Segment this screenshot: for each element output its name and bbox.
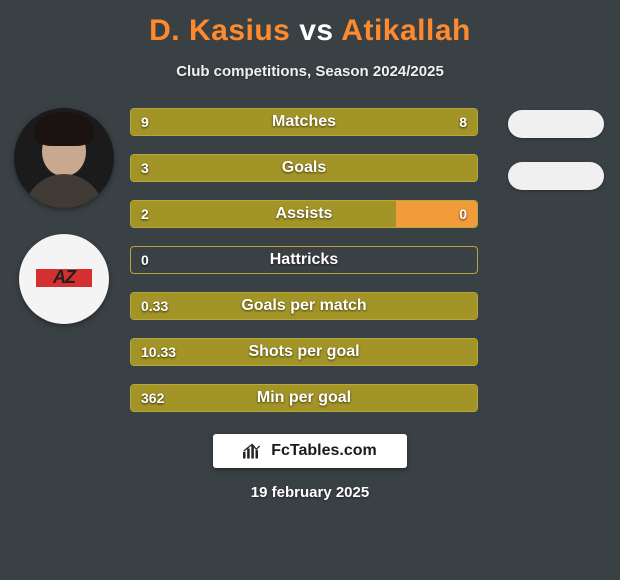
infographic-root: D. Kasius vs Atikallah Club competitions… — [0, 0, 620, 580]
metric-row: 20Assists — [130, 200, 478, 228]
main-row: AZ 98Matches 3Goals 20Assists 0Hattricks 0.3… — [4, 108, 616, 412]
left-column: AZ — [4, 108, 124, 324]
chart-icon — [243, 443, 263, 459]
right-column — [496, 108, 616, 214]
metric-left-fill — [131, 109, 314, 135]
subtitle: Club competitions, Season 2024/2025 — [176, 63, 444, 80]
metric-left-fill — [131, 339, 477, 365]
metric-left-fill — [131, 293, 477, 319]
source-link[interactable]: FcTables.com — [213, 434, 407, 468]
title-vs: vs — [290, 14, 341, 47]
opponent-badge-1 — [508, 110, 604, 138]
metric-right-fill — [314, 109, 477, 135]
az-logo-icon: AZ — [36, 259, 92, 299]
metric-left-fill — [131, 385, 477, 411]
metric-row: 0Hattricks — [130, 246, 478, 274]
metric-row: 98Matches — [130, 108, 478, 136]
player-left-name: D. Kasius — [149, 14, 290, 47]
metric-row: 10.33Shots per goal — [130, 338, 478, 366]
date-text: 19 february 2025 — [251, 484, 369, 501]
title: D. Kasius vs Atikallah — [149, 14, 471, 47]
player-photo — [14, 108, 114, 208]
source-text: FcTables.com — [271, 442, 377, 460]
club-badge: AZ — [19, 234, 109, 324]
metric-left-fill — [131, 155, 477, 181]
metric-row: 3Goals — [130, 154, 478, 182]
metric-row: 362Min per goal — [130, 384, 478, 412]
player-right-name: Atikallah — [341, 14, 471, 47]
metric-row: 0.33Goals per match — [130, 292, 478, 320]
metric-label: Hattricks — [131, 247, 477, 273]
metric-right-fill — [396, 201, 477, 227]
opponent-badge-2 — [508, 162, 604, 190]
metrics-column: 98Matches 3Goals 20Assists 0Hattricks 0.33Go… — [130, 108, 490, 412]
metric-left-value: 0 — [141, 247, 149, 273]
metric-left-fill — [131, 201, 396, 227]
